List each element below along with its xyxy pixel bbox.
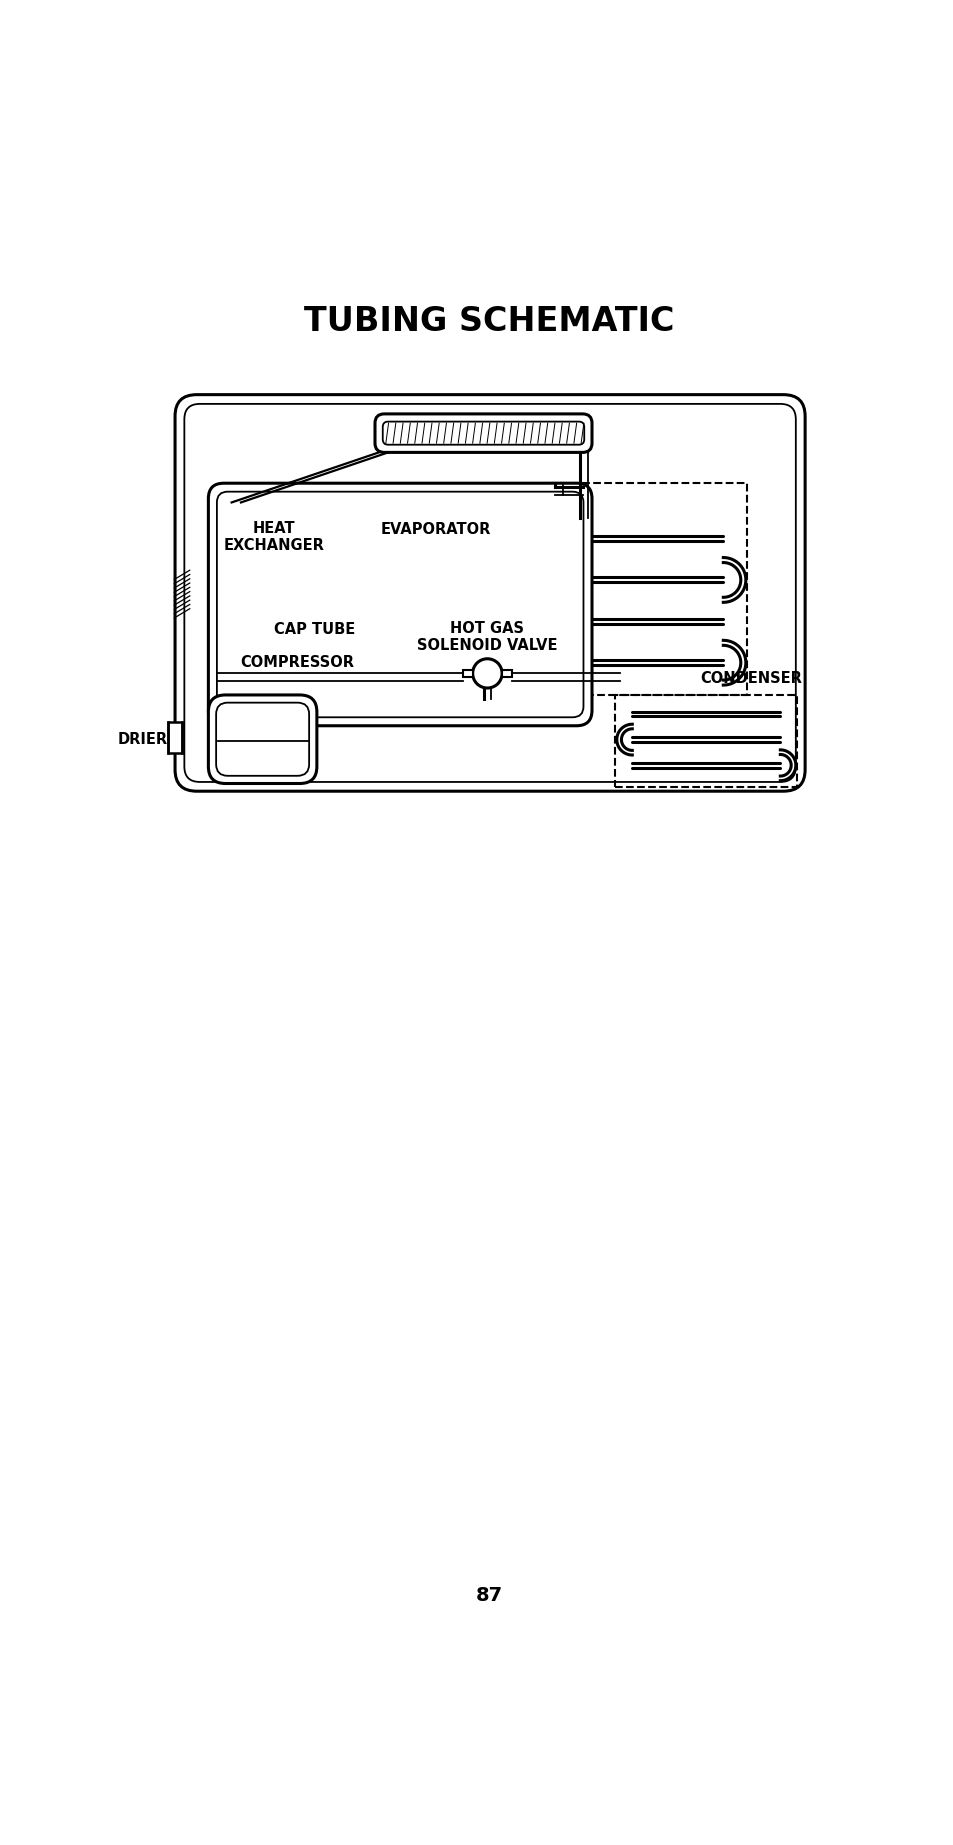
Bar bbox=[168, 721, 182, 753]
FancyBboxPatch shape bbox=[375, 413, 592, 452]
Text: HEAT
EXCHANGER: HEAT EXCHANGER bbox=[224, 520, 324, 554]
Bar bbox=[462, 670, 472, 677]
Bar bbox=[615, 696, 797, 788]
Text: COMPRESSOR: COMPRESSOR bbox=[240, 655, 355, 670]
Bar bbox=[501, 670, 512, 677]
Text: CONDENSER: CONDENSER bbox=[700, 670, 801, 686]
Text: HOT GAS
SOLENOID VALVE: HOT GAS SOLENOID VALVE bbox=[416, 622, 558, 653]
Bar bbox=[553, 483, 746, 696]
Text: DRIER: DRIER bbox=[117, 732, 167, 747]
Circle shape bbox=[472, 659, 501, 688]
Text: EVAPORATOR: EVAPORATOR bbox=[380, 522, 491, 537]
Text: 87: 87 bbox=[475, 1587, 502, 1605]
FancyBboxPatch shape bbox=[208, 483, 592, 725]
FancyBboxPatch shape bbox=[208, 696, 316, 784]
Text: CAP TUBE: CAP TUBE bbox=[274, 622, 355, 637]
Text: TUBING SCHEMATIC: TUBING SCHEMATIC bbox=[303, 304, 674, 338]
